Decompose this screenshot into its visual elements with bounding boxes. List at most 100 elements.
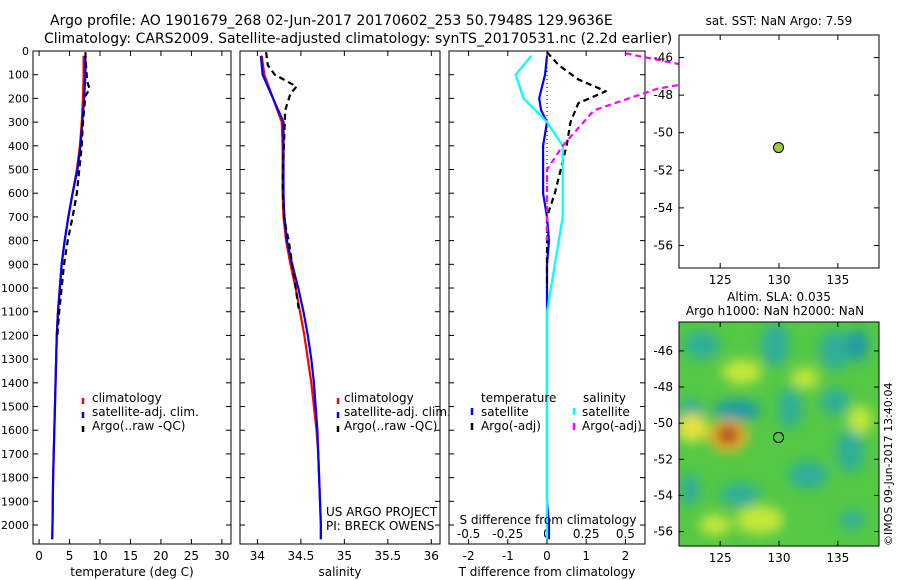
sst-map: 125 130 135 -46 -48 -50 -52 -54 -56 bbox=[653, 34, 880, 287]
sla-heatmap bbox=[679, 322, 879, 546]
map-y-tick-label: -50 bbox=[653, 416, 673, 430]
x-tick-label: 2 bbox=[622, 549, 630, 563]
difference-top-xlabel: S difference from climatology bbox=[460, 513, 637, 527]
bottom-map-title-2: Argo h1000: NaN h2000: NaN bbox=[686, 304, 864, 318]
salinity-legend-climatology: climatology bbox=[344, 391, 414, 405]
map-x-tick-label: 130 bbox=[768, 273, 791, 287]
y-tick-label: 1500 bbox=[1, 401, 29, 414]
map-y-tick-label: -46 bbox=[653, 51, 673, 65]
temperature-legend-argo: Argo(..raw -QC) bbox=[92, 419, 185, 433]
x-tick-label: 0 bbox=[543, 549, 551, 563]
temperature-legend-climatology: climatology bbox=[92, 391, 162, 405]
difference-xlabel: T difference from climatology bbox=[458, 565, 636, 579]
y-tick-label: 1200 bbox=[1, 329, 29, 342]
temperature-axes bbox=[32, 50, 232, 545]
salinity-xlabel: salinity bbox=[318, 565, 361, 579]
header-line-1: Argo profile: AO 1901679_268 02-Jun-2017… bbox=[50, 13, 613, 29]
project-credit: US ARGO PROJECT bbox=[326, 505, 438, 519]
x-tick-label: 15 bbox=[123, 549, 138, 563]
top-axis-tick-label: 0.25 bbox=[573, 527, 600, 541]
difference-legend: temperature satellite Argo(-adj) salinit… bbox=[470, 391, 642, 433]
salinity-panel: 34 34.5 35 35.5 36 salinity climatology sate… bbox=[239, 50, 451, 579]
y-tick-label: 1300 bbox=[1, 353, 29, 366]
map-x-tick-label: 125 bbox=[709, 273, 732, 287]
difference-legend-s-satellite: satellite bbox=[582, 405, 630, 419]
map-x-tick-label: 135 bbox=[826, 273, 849, 287]
top-axis-tick-label: -0.25 bbox=[492, 527, 523, 541]
y-tick-label: 500 bbox=[8, 164, 29, 177]
difference-legend-salinity: salinity bbox=[583, 391, 626, 405]
map-y-tick-label: -46 bbox=[653, 344, 673, 358]
y-tick-label: 400 bbox=[8, 140, 29, 153]
y-tick-label: 2000 bbox=[1, 519, 29, 532]
map-y-tick-label: -54 bbox=[653, 488, 673, 502]
y-tick-label: 200 bbox=[8, 92, 29, 105]
y-tick-label: 600 bbox=[8, 187, 29, 200]
map-x-tick-label: 125 bbox=[709, 551, 732, 565]
x-tick-label: 35.5 bbox=[374, 549, 401, 563]
series-line-3 bbox=[545, 52, 737, 241]
salinity-legend: climatology satellite-adj. clim. Argo(..… bbox=[336, 391, 451, 433]
header-line-2: Climatology: CARS2009. Satellite-adjuste… bbox=[44, 31, 672, 47]
y-tick-label: 300 bbox=[8, 116, 29, 129]
y-tick-label: 1100 bbox=[1, 306, 29, 319]
y-tick-label: 800 bbox=[8, 235, 29, 248]
map-x-tick-label: 130 bbox=[768, 551, 791, 565]
salinity-legend-argo: Argo(..raw -QC) bbox=[344, 419, 437, 433]
y-tick-label: 1800 bbox=[1, 472, 29, 485]
imos-credit: ©IMOS 09-Jun-2017 13:40:04 bbox=[882, 382, 895, 546]
sla-map: 125 130 135 -46 -48 -50 -52 -54 -56 bbox=[653, 321, 880, 565]
x-tick-label: 0 bbox=[35, 549, 43, 563]
y-tick-label: 0 bbox=[22, 45, 29, 58]
y-tick-label: 1600 bbox=[1, 424, 29, 437]
top-axis-tick-label: -0.5 bbox=[457, 527, 480, 541]
y-tick-label: 1700 bbox=[1, 448, 29, 461]
difference-panel: -2 -1 0 1 2-0.5 -0.25 0 0.25 0.5 S difference fr… bbox=[448, 50, 737, 579]
x-tick-label: 1 bbox=[582, 549, 590, 563]
x-tick-label: 30 bbox=[214, 549, 229, 563]
x-tick-label: 35 bbox=[337, 549, 352, 563]
y-tick-label: 100 bbox=[8, 69, 29, 82]
x-tick-label: 20 bbox=[153, 549, 168, 563]
map-y-tick-label: -56 bbox=[653, 238, 673, 252]
salinity-legend-satellite: satellite-adj. clim. bbox=[344, 405, 451, 419]
x-tick-label: 36 bbox=[424, 549, 439, 563]
map-y-tick-label: -52 bbox=[653, 452, 673, 466]
difference-legend-t-satellite: satellite bbox=[481, 405, 529, 419]
series-line-2 bbox=[56, 52, 91, 336]
map-y-tick-label: -48 bbox=[653, 88, 673, 102]
map-x-tick-label: 135 bbox=[826, 551, 849, 565]
temperature-legend: climatology satellite-adj. clim. Argo(..… bbox=[81, 391, 199, 433]
x-tick-label: 34 bbox=[250, 549, 265, 563]
y-tick-label: 1400 bbox=[1, 377, 29, 390]
series-line-2 bbox=[514, 55, 564, 540]
map-y-tick-label: -54 bbox=[653, 201, 673, 215]
map-y-tick-label: -48 bbox=[653, 380, 673, 394]
difference-legend-s-argo: Argo(-adj) bbox=[582, 419, 642, 433]
x-tick-label: 34.5 bbox=[288, 549, 315, 563]
top-axis-tick-label: 0.5 bbox=[616, 527, 635, 541]
x-tick-label: -2 bbox=[463, 549, 475, 563]
top-map-title: sat. SST: NaN Argo: 7.59 bbox=[706, 14, 853, 28]
x-tick-label: -1 bbox=[502, 549, 514, 563]
y-tick-label: 1000 bbox=[1, 282, 29, 295]
difference-legend-t-argo: Argo(-adj) bbox=[481, 419, 541, 433]
map-y-tick-label: -50 bbox=[653, 126, 673, 140]
pi-credit: PI: BRECK OWENS bbox=[326, 519, 434, 533]
series-line-2 bbox=[264, 52, 301, 312]
y-tick-label: 700 bbox=[8, 211, 29, 224]
bottom-map-title-1: Altim. SLA: 0.035 bbox=[727, 290, 831, 304]
salinity-axes bbox=[239, 50, 441, 545]
argo-position-marker bbox=[773, 431, 785, 443]
temperature-xlabel: temperature (deg C) bbox=[70, 565, 193, 579]
x-tick-label: 5 bbox=[66, 549, 74, 563]
temperature-panel: 0 5 10 15 20 25 300100200300400500600700800900… bbox=[1, 45, 232, 579]
map-y-tick-label: -56 bbox=[653, 525, 673, 539]
argo-position-marker bbox=[773, 142, 785, 154]
y-tick-label: 1900 bbox=[1, 495, 29, 508]
difference-legend-temperature: temperature bbox=[481, 391, 556, 405]
temperature-legend-satellite: satellite-adj. clim. bbox=[92, 405, 199, 419]
x-tick-label: 25 bbox=[184, 549, 199, 563]
y-tick-label: 900 bbox=[8, 258, 29, 271]
